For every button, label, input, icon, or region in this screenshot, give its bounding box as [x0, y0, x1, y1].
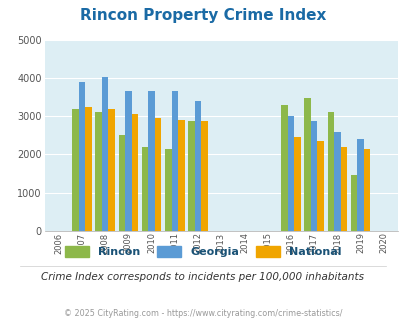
Bar: [95, 112, 102, 231]
Bar: [148, 91, 154, 231]
Bar: [294, 137, 300, 231]
Bar: [333, 132, 340, 231]
Bar: [340, 147, 346, 231]
Legend: Rincon, Georgia, National: Rincon, Georgia, National: [60, 242, 345, 262]
Bar: [363, 149, 369, 231]
Bar: [317, 141, 323, 231]
Bar: [201, 121, 207, 231]
Bar: [350, 176, 356, 231]
Bar: [194, 101, 201, 231]
Bar: [141, 147, 148, 231]
Bar: [164, 149, 171, 231]
Bar: [154, 118, 161, 231]
Text: Rincon Property Crime Index: Rincon Property Crime Index: [80, 8, 325, 23]
Bar: [310, 121, 317, 231]
Bar: [356, 139, 363, 231]
Bar: [287, 116, 294, 231]
Text: © 2025 CityRating.com - https://www.cityrating.com/crime-statistics/: © 2025 CityRating.com - https://www.city…: [64, 309, 341, 317]
Text: Crime Index corresponds to incidents per 100,000 inhabitants: Crime Index corresponds to incidents per…: [41, 272, 364, 282]
Bar: [79, 82, 85, 231]
Bar: [171, 91, 178, 231]
Bar: [304, 98, 310, 231]
Bar: [108, 109, 115, 231]
Bar: [85, 107, 92, 231]
Bar: [327, 112, 333, 231]
Bar: [125, 91, 131, 231]
Bar: [281, 105, 287, 231]
Bar: [118, 135, 125, 231]
Bar: [102, 77, 108, 231]
Bar: [188, 121, 194, 231]
Bar: [72, 109, 79, 231]
Bar: [178, 120, 184, 231]
Bar: [131, 114, 138, 231]
